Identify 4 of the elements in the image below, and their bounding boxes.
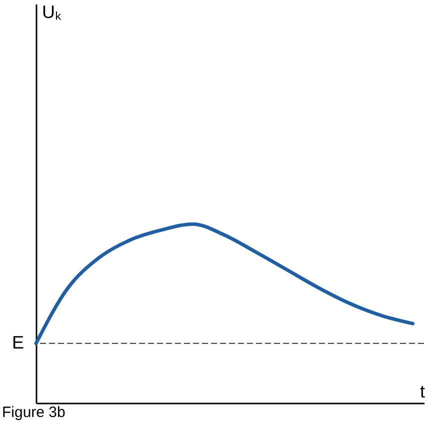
ref-line-label: E <box>12 332 24 352</box>
text: Uₖ <box>42 2 62 22</box>
x-axis-title: t <box>420 382 426 402</box>
caption: Figure 3b <box>2 404 66 421</box>
